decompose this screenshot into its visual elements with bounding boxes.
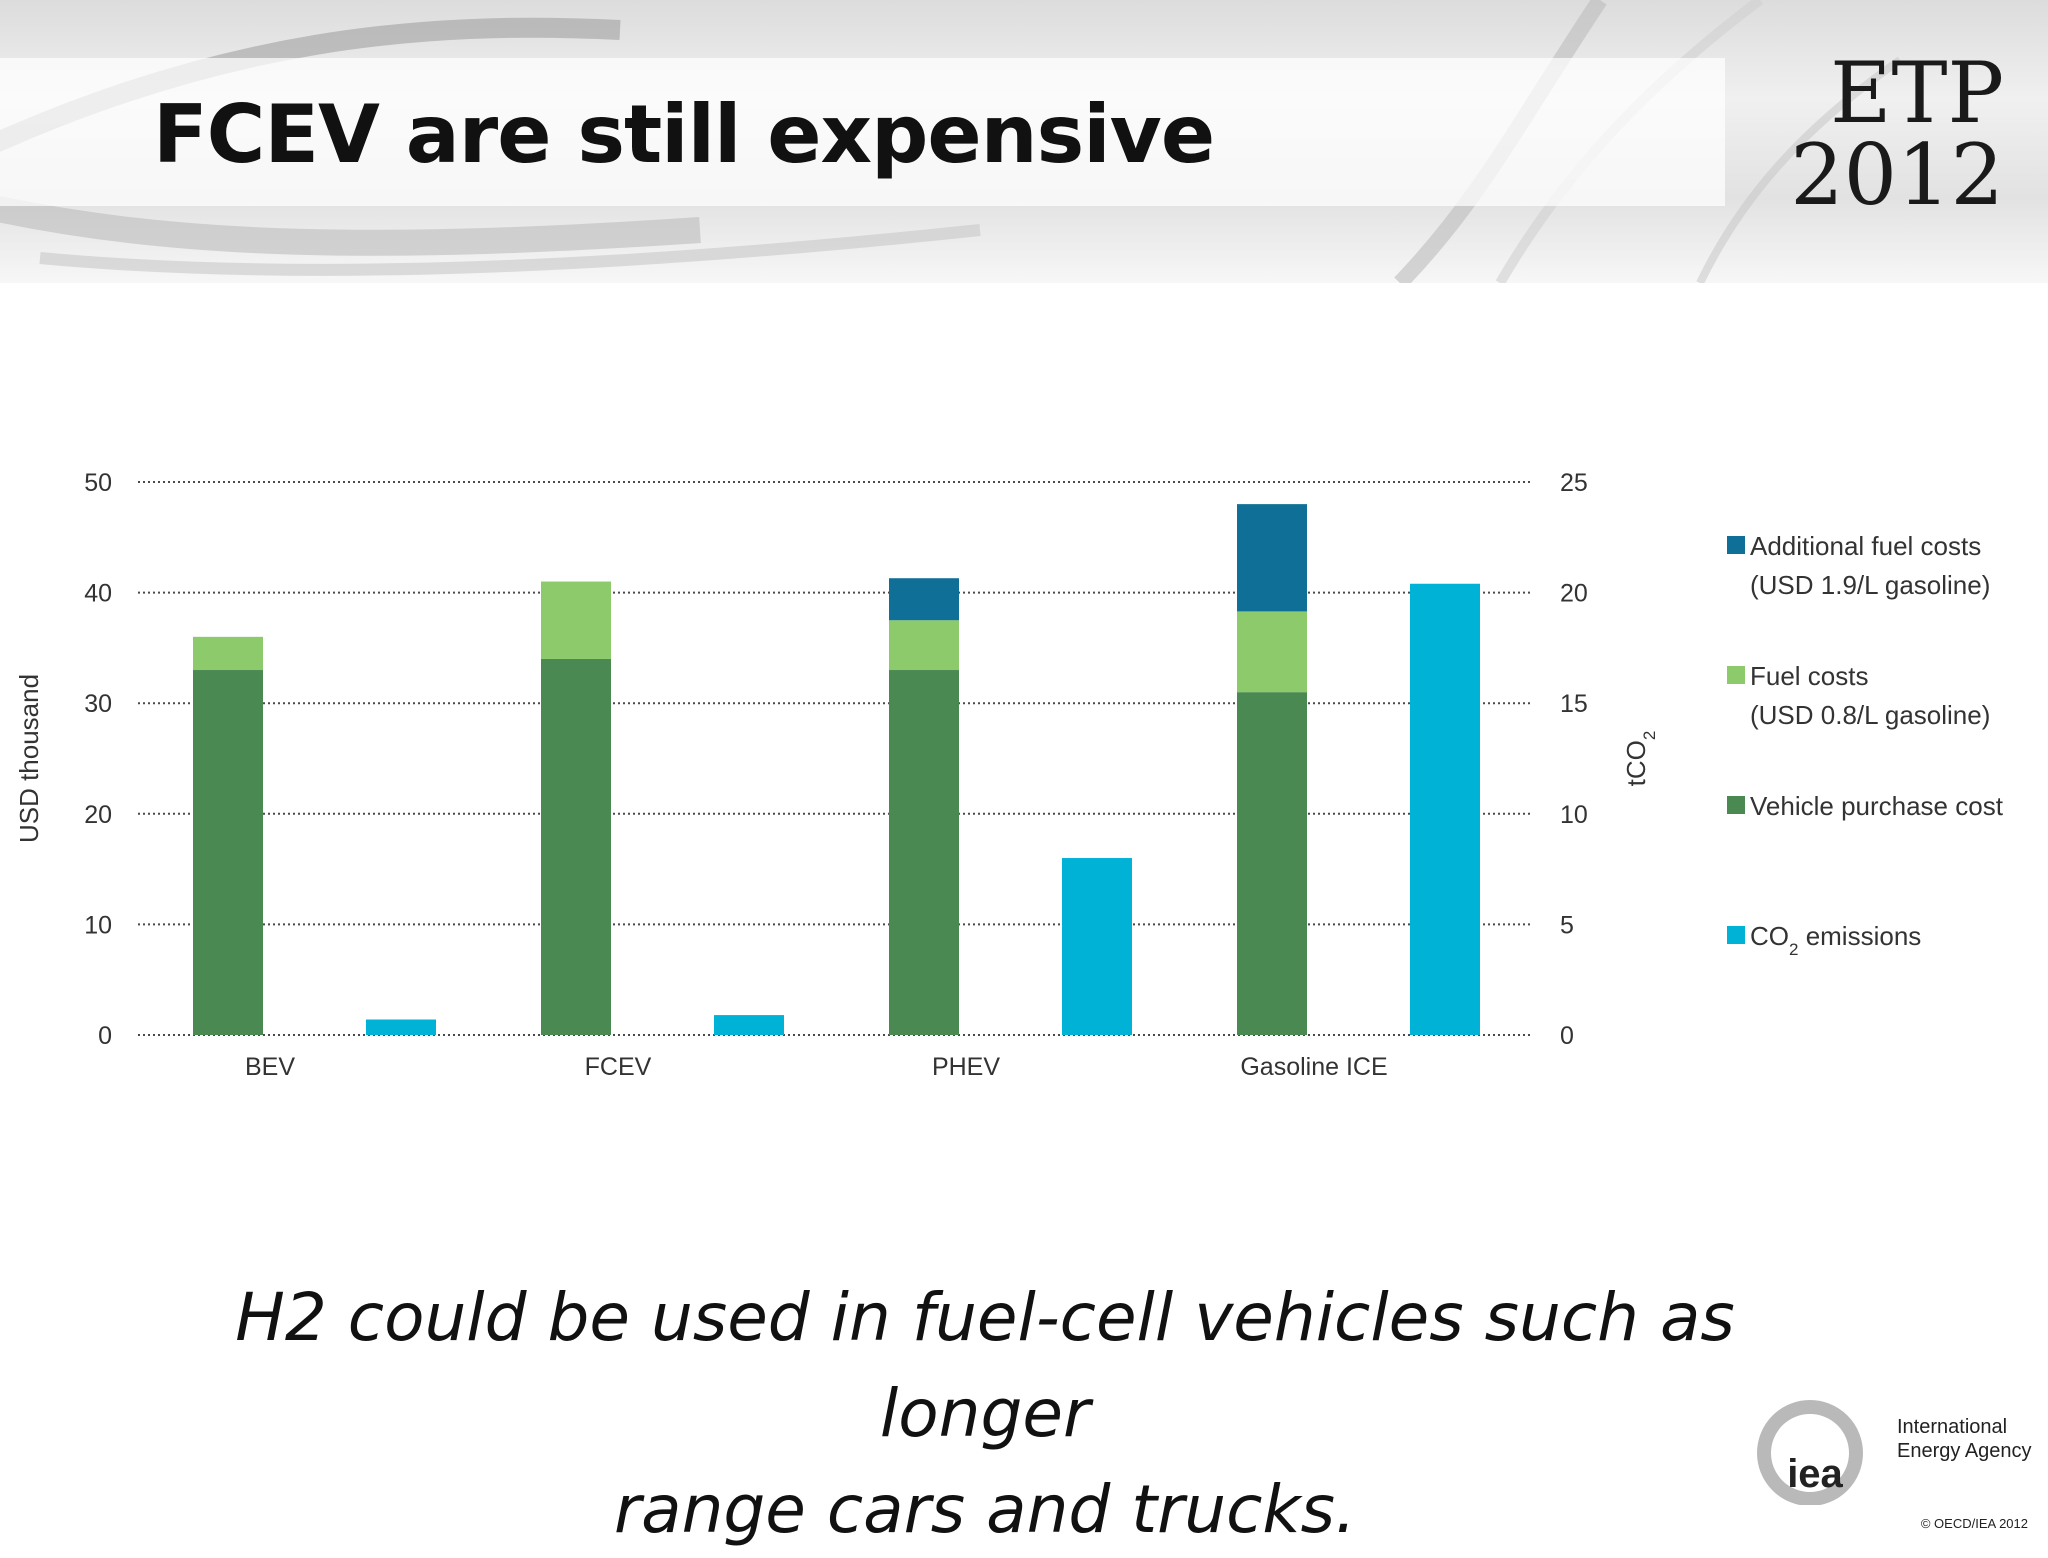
caption-line-1: H2 could be used in fuel-cell vehicles s… <box>235 1279 1735 1452</box>
copyright-notice: © OECD/IEA 2012 <box>1920 1516 2028 1531</box>
badge-line-2: 2012 <box>1790 126 2004 224</box>
x-tick-label: FCEV <box>585 1053 652 1081</box>
legend-label: Vehicle purchase cost <box>1750 791 2004 821</box>
x-tick-label: Gasoline ICE <box>1240 1053 1387 1081</box>
y-tick-label-right: 15 <box>1560 690 1588 718</box>
co2-bar <box>366 1019 436 1035</box>
co2-bar <box>714 1015 784 1035</box>
co2-bar <box>1410 583 1480 1035</box>
x-tick-label: PHEV <box>932 1053 1000 1081</box>
legend-swatch <box>1727 536 1745 554</box>
y-tick-label-left: 0 <box>98 1022 112 1050</box>
bar-segment <box>889 620 959 671</box>
y-tick-label-right: 20 <box>1560 580 1588 608</box>
y-axis-label-right: tCO2 <box>1621 731 1659 787</box>
badge-line-1: ETP <box>1830 44 2004 142</box>
legend-swatch <box>1727 796 1745 814</box>
y-axis-label-left: USD thousand <box>14 674 44 843</box>
legend-swatch <box>1727 666 1745 684</box>
legend-label: Fuel costs <box>1750 661 1869 691</box>
y-tick-label-right: 5 <box>1560 911 1574 939</box>
bar-segment <box>541 658 611 1035</box>
iea-logo-name-2: Energy Agency <box>1897 1440 2032 1462</box>
cost-and-emissions-chart: 0 0 10 5 20 10 30 15 40 20 50 25 USD thousand tCO2 BEV… <box>14 469 2004 1081</box>
legend-label: CO2 emissions <box>1750 921 1921 959</box>
y-tick-label-right: 25 <box>1560 469 1588 497</box>
y-tick-label-left: 50 <box>84 469 112 497</box>
bar-segment <box>193 670 263 1035</box>
bar-segment <box>889 670 959 1035</box>
co2-bar <box>1062 858 1132 1035</box>
bar-segment <box>889 578 959 621</box>
iea-logo: iea International Energy Agency <box>1757 1400 2032 1505</box>
y-tick-label-left: 10 <box>84 911 112 939</box>
caption-line-2: range cars and trucks. <box>614 1471 1356 1548</box>
etp-2012-badge: ETP 2012 <box>1790 44 2004 224</box>
y-tick-label-left: 20 <box>84 801 112 829</box>
bar-segment <box>193 636 263 671</box>
y-tick-label-left: 30 <box>84 690 112 718</box>
y-tick-label-right: 10 <box>1560 801 1588 829</box>
legend-swatch <box>1727 926 1745 944</box>
bar-segment <box>1237 611 1307 693</box>
title-band <box>0 58 1725 206</box>
bar-segment <box>1237 692 1307 1035</box>
bar-segment <box>541 581 611 659</box>
iea-logo-name-1: International <box>1897 1416 2007 1438</box>
y-tick-label-left: 40 <box>84 580 112 608</box>
legend-label: (USD 1.9/L gasoline) <box>1750 570 1990 600</box>
slide-caption: H2 could be used in fuel-cell vehicles s… <box>120 1270 1850 1558</box>
iea-logo-mark: iea <box>1787 1452 1843 1496</box>
iea-logo-ring <box>1757 1400 1863 1505</box>
slide-title: FCEV are still expensive <box>153 88 1215 181</box>
legend-label: Additional fuel costs <box>1750 531 1981 561</box>
legend-label: (USD 0.8/L gasoline) <box>1750 700 1990 730</box>
x-tick-label: BEV <box>245 1053 295 1081</box>
bar-segment <box>1237 504 1307 612</box>
slide-header: FCEV are still expensive ETP 2012 <box>0 0 2048 283</box>
y-tick-label-right: 0 <box>1560 1022 1574 1050</box>
